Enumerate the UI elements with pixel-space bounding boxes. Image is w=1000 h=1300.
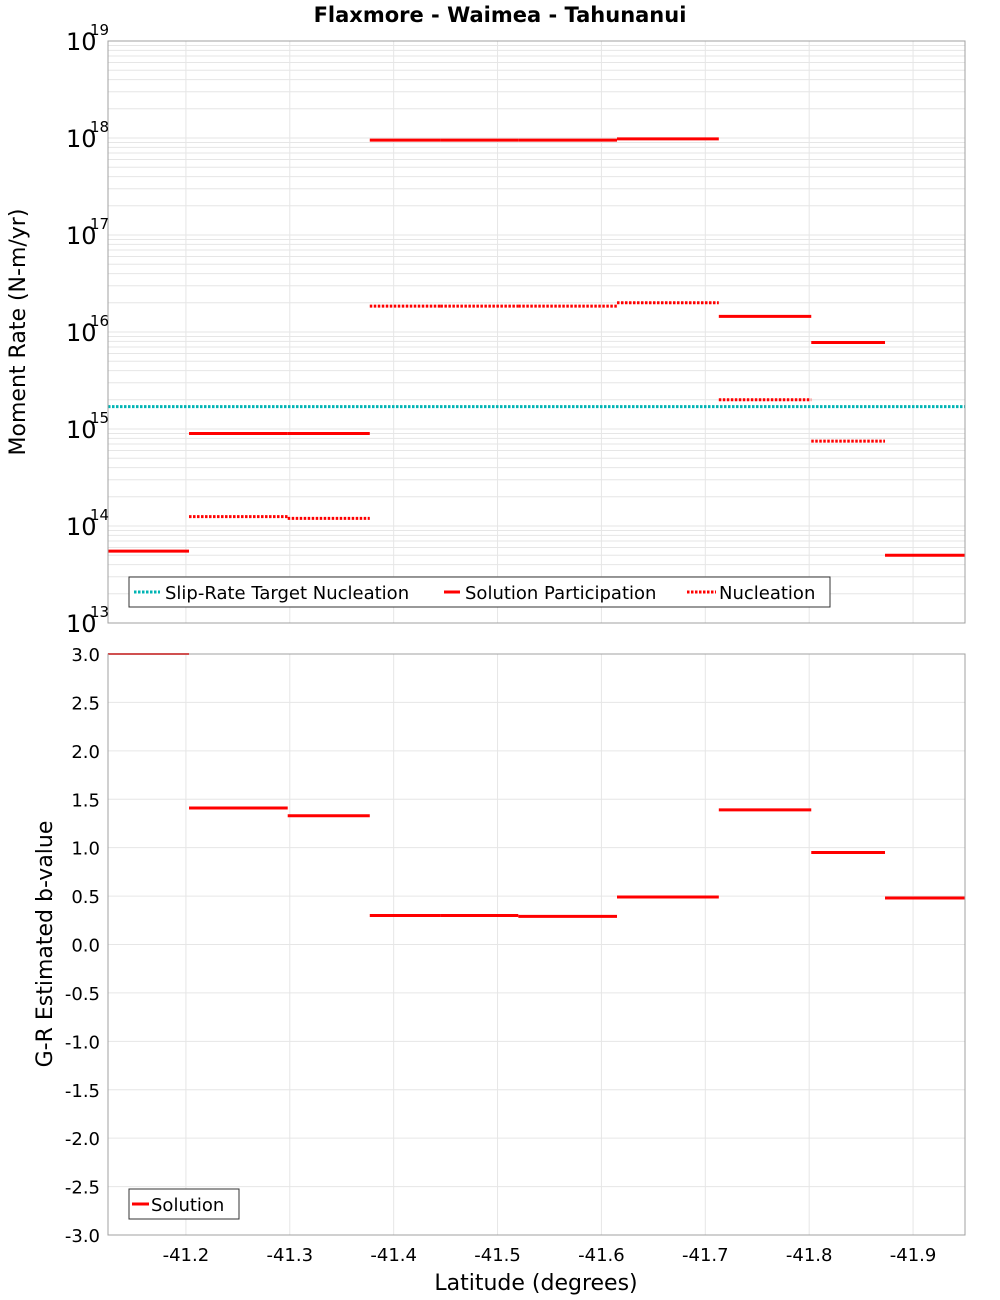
x-tick-label: -41.3 <box>266 1245 313 1266</box>
moment-rate-y-tick-exponent: 16 <box>90 312 109 330</box>
b-value-y-tick-label: 0.5 <box>71 887 100 908</box>
x-tick-label: -41.6 <box>578 1245 625 1266</box>
b-value-legend: Solution <box>128 1188 240 1220</box>
x-tick-label: -41.7 <box>682 1245 729 1266</box>
moment-rate-y-tick-exponent: 18 <box>90 118 109 136</box>
x-axis-label: Latitude (degrees) <box>434 1271 637 1296</box>
b-value-y-tick-label: 0.0 <box>71 936 100 957</box>
x-tick-label: -41.4 <box>370 1245 417 1266</box>
moment-rate-y-tick-exponent: 13 <box>90 603 109 621</box>
legend-label-solution: Solution <box>151 1195 224 1216</box>
moment-rate-series <box>108 137 965 557</box>
moment-rate-y-axis-label: Moment Rate (N-m/yr) <box>6 209 31 456</box>
moment-rate-y-tick-label: 10 <box>66 222 97 250</box>
b-value-y-tick-label: 1.5 <box>71 790 100 811</box>
chart-title: Flaxmore - Waimea - Tahunanui <box>314 3 687 27</box>
b-value-panel: 3.0 2.5 2.0 1.5 1.0 0.5 0.0 -0.5 -1.0 -1.5 -2.0 -2.… <box>33 645 966 1296</box>
b-value-y-tick-label: -1.0 <box>65 1032 100 1053</box>
moment-rate-y-tick-label: 10 <box>66 125 97 153</box>
x-tick-label: -41.8 <box>786 1245 833 1266</box>
legend-label-target: Slip-Rate Target Nucleation <box>165 583 409 604</box>
moment-rate-y-tick-exponent: 17 <box>90 215 109 233</box>
moment-rate-y-tick-label: 10 <box>66 513 97 541</box>
x-tick-labels: -41.2 -41.3 -41.4 -41.5 -41.6 -41.7 -41.8 -41.9 <box>163 1245 937 1266</box>
b-value-y-tick-label: 2.0 <box>71 742 100 763</box>
b-value-y-tick-label: 1.0 <box>71 839 100 860</box>
b-value-y-tick-label: 2.5 <box>71 693 100 714</box>
b-value-y-axis-label: G-R Estimated b-value <box>33 821 58 1068</box>
moment-rate-y-tick-label: 10 <box>66 416 97 444</box>
b-value-y-tick-label: 3.0 <box>71 645 100 666</box>
legend-label-nucleation: Nucleation <box>719 583 815 604</box>
x-tick-label: -41.9 <box>890 1245 937 1266</box>
moment-rate-legend: Slip-Rate Target Nucleation Solution Par… <box>128 576 831 608</box>
moment-rate-y-tick-exponent: 19 <box>90 21 109 39</box>
b-value-gridlines <box>108 653 965 1236</box>
moment-rate-y-tick-exponent: 14 <box>90 506 109 524</box>
b-value-y-tick-label: -2.5 <box>65 1178 100 1199</box>
b-value-y-tick-labels: 3.0 2.5 2.0 1.5 1.0 0.5 0.0 -0.5 -1.0 -1.5 -2.0 -2.… <box>65 645 100 1247</box>
legend-label-participation: Solution Participation <box>465 583 656 604</box>
b-value-y-tick-label: -2.0 <box>65 1129 100 1150</box>
moment-rate-y-tick-label: 10 <box>66 610 97 638</box>
x-tick-label: -41.2 <box>163 1245 210 1266</box>
b-value-y-tick-label: -3.0 <box>65 1226 100 1247</box>
b-value-y-tick-label: -0.5 <box>65 984 100 1005</box>
moment-rate-y-tick-label: 10 <box>66 28 97 56</box>
b-value-frame <box>107 653 966 1236</box>
b-value-series <box>108 653 965 918</box>
moment-rate-frame <box>107 40 966 624</box>
x-tick-label: -41.5 <box>474 1245 521 1266</box>
moment-rate-y-tick-exponent: 15 <box>90 409 109 427</box>
moment-rate-y-tick-label: 10 <box>66 319 97 347</box>
b-value-y-tick-label: -1.5 <box>65 1081 100 1102</box>
